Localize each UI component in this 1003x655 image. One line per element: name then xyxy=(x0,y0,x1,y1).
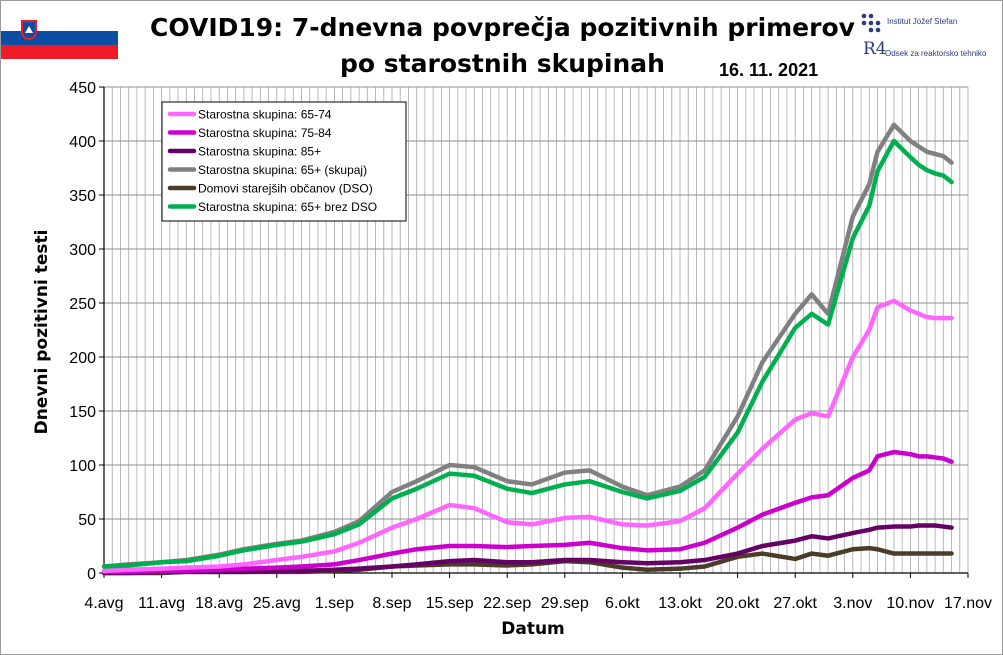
chart-legend: Starostna skupina: 65-74 Starostna skupin… xyxy=(161,101,407,222)
y-tick-label: 50 xyxy=(78,512,96,529)
series-line-starostna-skupina-85 xyxy=(101,523,954,576)
x-tick-label: 29.sep xyxy=(541,595,589,612)
x-tick-label: 18.avg xyxy=(195,595,243,612)
report-date: 16. 11. 2021 xyxy=(719,60,819,80)
chart-title-line-1: COVID19: 7-dnevna povprečja pozitivnih p… xyxy=(150,13,855,42)
y-tick-label: 450 xyxy=(69,80,96,97)
chart-grid xyxy=(103,86,969,574)
x-tick-label: 15.sep xyxy=(426,595,474,612)
r4-logo-label: Odsek za reaktorsko tehniko xyxy=(885,49,987,58)
legend-label: Starostna skupina: 65+ (skupaj) xyxy=(198,163,367,177)
x-tick-label: 22.sep xyxy=(483,595,531,612)
series-line-starostna-skupina-65-74 xyxy=(101,298,954,574)
x-tick-label: 13.okt xyxy=(658,595,702,612)
x-tick-label: 1.sep xyxy=(315,595,354,612)
series-lines xyxy=(101,122,954,576)
legend-label: Starostna skupina: 75-84 xyxy=(198,126,332,140)
x-tick-label: 27.okt xyxy=(773,595,817,612)
legend-label: Starostna skupina: 85+ xyxy=(198,145,321,159)
flag-coat-of-arms-icon xyxy=(21,20,37,40)
x-axis-label: Datum xyxy=(501,619,565,639)
y-tick-label: 300 xyxy=(69,242,96,259)
y-tick-label: 400 xyxy=(69,134,96,151)
series-line-starostna-skupina-75-84 xyxy=(101,449,954,575)
y-tick-label: 100 xyxy=(69,458,96,475)
y-tick-label: 250 xyxy=(69,296,96,313)
x-tick-label: 10.nov xyxy=(886,595,934,612)
x-tick-label: 17.nov xyxy=(944,595,992,612)
slovenia-flag-icon xyxy=(1,17,118,59)
series-line-starostna-skupina-65-brez-dso xyxy=(101,138,954,569)
ijs-logo: Institut Jožef Stefan xyxy=(859,11,999,37)
flag-red-stripe xyxy=(1,45,118,59)
flag-mountain-icon xyxy=(25,26,33,33)
x-tick-label: 25.avg xyxy=(253,595,301,612)
y-tick-label: 0 xyxy=(87,566,96,583)
ijs-dots-icon xyxy=(861,13,881,33)
ijs-logo-label: Institut Jožef Stefan xyxy=(887,17,958,26)
y-axis-ticks: 0 50 100 150 200 250 300 350 400 450 xyxy=(69,80,104,583)
chart-title-line-2: po starostnih skupinah xyxy=(340,49,665,78)
r4-logo: R4 Odsek za reaktorsko tehniko xyxy=(863,39,1003,65)
x-tick-label: 6.okt xyxy=(605,595,640,612)
y-tick-label: 150 xyxy=(69,404,96,421)
legend-label: Starostna skupina: 65-74 xyxy=(198,108,332,122)
x-tick-label: 4.avg xyxy=(84,595,123,612)
y-axis-label: Dnevni pozitivni testi xyxy=(32,230,52,435)
x-tick-label: 20.okt xyxy=(716,595,760,612)
x-tick-label: 8.sep xyxy=(372,595,411,612)
y-tick-label: 350 xyxy=(69,188,96,205)
legend-label: Starostna skupina: 65+ brez DSO xyxy=(198,200,377,214)
y-tick-label: 200 xyxy=(69,350,96,367)
r4-logo-mark: R4 xyxy=(863,39,887,59)
x-tick-label: 11.avg xyxy=(138,595,185,612)
legend-box xyxy=(161,101,407,222)
legend-label: Domovi starejših občanov (DSO) xyxy=(198,182,373,196)
x-tick-label: 3.nov xyxy=(833,595,872,612)
x-axis-ticks: 4.avg 11.avg 18.avg 25.avg 1.sep 8.sep 15.sep 2… xyxy=(84,573,992,612)
